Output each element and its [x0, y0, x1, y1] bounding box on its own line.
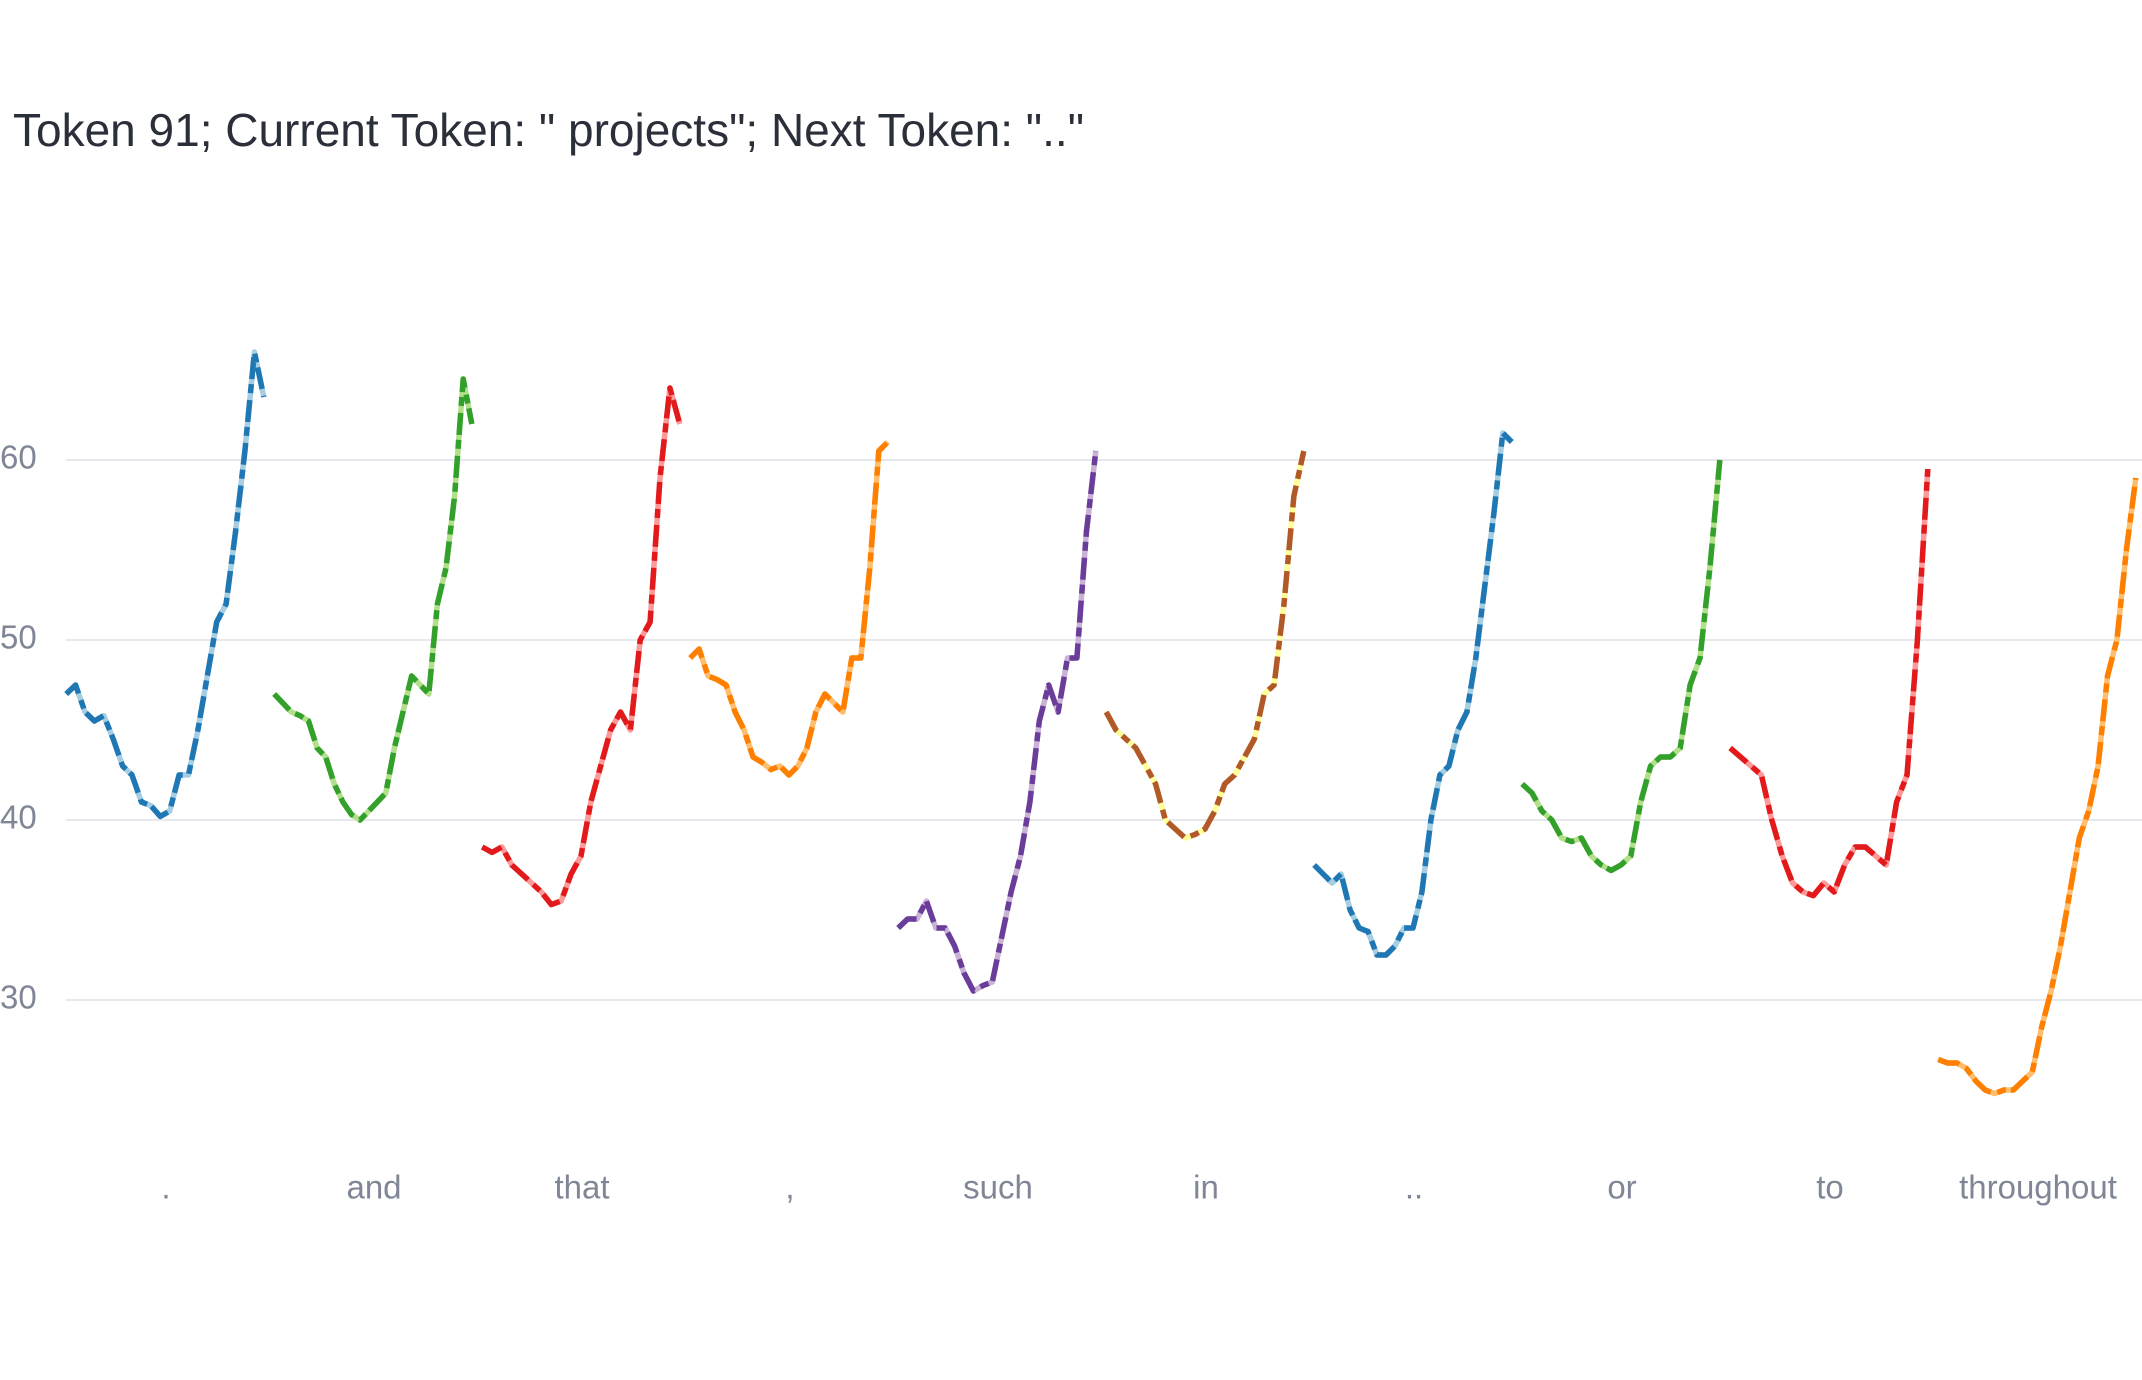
series-line: [1937, 477, 2139, 1097]
series-line-light: [1728, 468, 1931, 899]
x-tick-label: to: [1816, 1169, 1844, 1206]
x-tick-label: ,: [785, 1169, 794, 1206]
series-line-light: [480, 385, 683, 908]
series-line: [688, 440, 890, 778]
series-line: [272, 376, 475, 823]
x-tick-label: that: [554, 1169, 609, 1206]
series-line: [64, 349, 267, 820]
series-line: [1312, 430, 1514, 958]
y-tick-label: 60: [0, 439, 37, 476]
x-tick-label: in: [1193, 1169, 1219, 1206]
series-line-light: [1312, 430, 1514, 958]
series-line-light: [688, 440, 890, 778]
x-tick-label: such: [963, 1169, 1033, 1206]
x-tick-label: .: [161, 1169, 170, 1206]
series-line: [480, 385, 683, 908]
x-tick-label: or: [1607, 1169, 1636, 1206]
series-line: [1103, 450, 1307, 841]
series-line: [1520, 459, 1723, 874]
chart-title: Token 91; Current Token: " projects"; Ne…: [13, 104, 1084, 156]
series-line-light: [272, 376, 475, 823]
series-line: [896, 450, 1099, 994]
series-line: [1728, 468, 1931, 899]
x-tick-label: and: [346, 1169, 401, 1206]
series-line-light: [1937, 477, 2139, 1097]
y-tick-label: 30: [0, 979, 37, 1016]
y-tick-label: 40: [0, 799, 37, 836]
series-line-light: [64, 349, 267, 820]
series-line-light: [1520, 459, 1723, 874]
x-tick-label: ..: [1405, 1169, 1423, 1206]
y-tick-label: 50: [0, 619, 37, 656]
series-line-light: [1103, 450, 1307, 841]
x-tick-label: throughout: [1959, 1169, 2117, 1206]
